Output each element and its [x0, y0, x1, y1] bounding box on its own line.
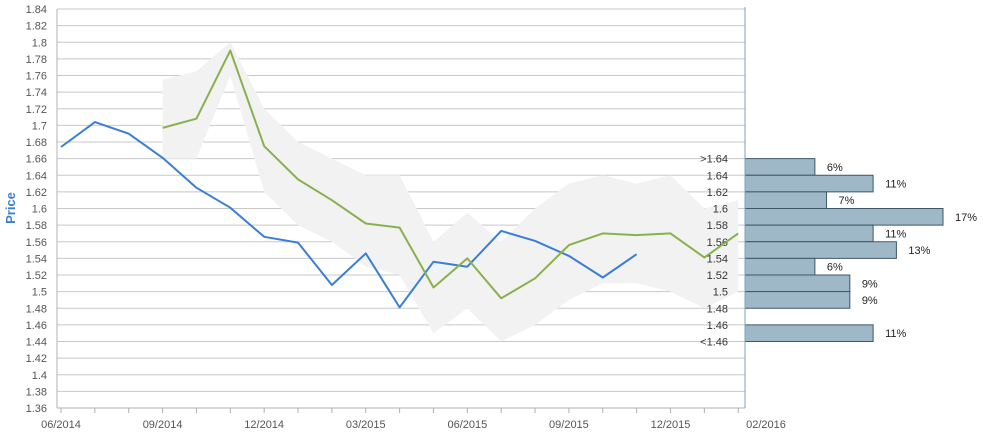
- distribution-bar: [744, 241, 897, 259]
- y-tick-label: 1.44: [26, 337, 47, 349]
- distribution-percent-label: 11%: [885, 179, 906, 191]
- x-tick-label: 12/2015: [651, 419, 691, 431]
- price-distribution: >1.64 6% 1.64 11% 1.62 7% 1.6 17% 1.58 11% 1.56 13%…: [700, 154, 977, 349]
- distribution-bin-label: 1.62: [707, 187, 728, 199]
- distribution-percent-label: 7%: [839, 195, 855, 207]
- distribution-bar: [744, 158, 816, 176]
- distribution-bin-label: 1.48: [707, 303, 728, 315]
- x-tick-label: 06/2014: [41, 419, 81, 431]
- distribution-bar: [744, 257, 816, 276]
- y-tick-label: 1.74: [26, 87, 47, 99]
- y-tick-label: 1.48: [26, 303, 47, 315]
- y-tick-label: 1.64: [26, 170, 47, 182]
- distribution-bin-label: 1.52: [707, 270, 728, 282]
- distribution-bin-label: 1.64: [707, 170, 728, 182]
- x-tick-label: 06/2015: [447, 419, 487, 431]
- x-tick-label: 03/2015: [346, 419, 386, 431]
- distribution-bar: [744, 324, 874, 342]
- distribution-percent-label: 11%: [885, 228, 906, 240]
- y-tick-label: 1.36: [26, 403, 47, 415]
- x-tick-label: 02/2016: [746, 419, 786, 431]
- y-axis-title: Price: [3, 192, 18, 224]
- distribution-bin-label: >1.64: [700, 154, 728, 166]
- distribution-bin-label: 1.58: [707, 220, 728, 232]
- distribution-bin-label: 1.54: [707, 253, 728, 265]
- y-tick-label: 1.52: [26, 270, 47, 282]
- y-tick-label: 1.72: [26, 104, 47, 116]
- distribution-bin-label: 1.5: [713, 287, 728, 299]
- distribution-bin-label: 1.46: [707, 320, 728, 332]
- distribution-bar: [744, 291, 851, 309]
- distribution-percent-label: 6%: [827, 262, 843, 274]
- y-tick-label: 1.4: [32, 370, 47, 382]
- distribution-bin-label: <1.46: [700, 337, 728, 349]
- distribution-bin-label: 1.6: [713, 204, 728, 216]
- axes: 1.36 1.38 1.4 1.42 1.44 1.46 1.48 1.5 1.52 1.54 1.…: [26, 4, 786, 431]
- y-tick-label: 1.82: [26, 21, 47, 33]
- distribution-bar: [744, 274, 851, 293]
- y-tick-label: 1.46: [26, 320, 47, 332]
- series-lines: [60, 49, 739, 309]
- distribution-percent-label: 13%: [908, 245, 930, 257]
- y-tick-label: 1.42: [26, 353, 47, 365]
- x-tick-label: 09/2015: [549, 419, 589, 431]
- y-tick-label: 1.76: [26, 71, 47, 83]
- y-tick-label: 1.5: [32, 287, 47, 299]
- range-band-area: [162, 42, 739, 342]
- historical-price-line: [60, 121, 638, 309]
- distribution-bar: [744, 208, 944, 226]
- distribution-percent-label: 9%: [862, 278, 878, 290]
- y-tick-label: 1.8: [32, 37, 47, 49]
- y-tick-label: 1.84: [26, 4, 47, 16]
- distribution-bar: [744, 174, 874, 193]
- y-tick-label: 1.68: [26, 137, 47, 149]
- y-tick-label: 1.7: [32, 120, 47, 132]
- forecast-range-band: [162, 42, 739, 342]
- y-tick-label: 1.54: [26, 253, 47, 265]
- y-tick-label: 1.66: [26, 154, 47, 166]
- distribution-percent-label: 11%: [885, 328, 906, 340]
- y-tick-label: 1.6: [32, 204, 47, 216]
- distribution-bin-label: 1.56: [707, 237, 728, 249]
- y-tick-label: 1.62: [26, 187, 47, 199]
- distribution-percent-label: 17%: [955, 212, 977, 224]
- distribution-percent-label: 6%: [827, 162, 843, 174]
- x-tick-label: 09/2014: [143, 419, 183, 431]
- x-tick-label: 12/2014: [244, 419, 284, 431]
- y-tick-label: 1.56: [26, 237, 47, 249]
- forecast-price-line: [162, 49, 739, 300]
- y-tick-label: 1.38: [26, 386, 47, 398]
- y-tick-label: 1.78: [26, 54, 47, 66]
- y-tick-label: 1.58: [26, 220, 47, 232]
- distribution-bar: [744, 191, 828, 209]
- distribution-bar: [744, 224, 874, 243]
- distribution-percent-label: 9%: [862, 295, 878, 307]
